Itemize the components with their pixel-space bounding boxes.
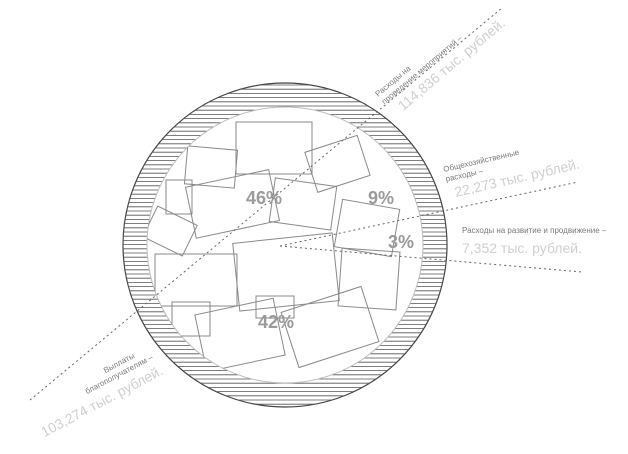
label-development: Расходы на развитие и продвижение – 7,35… (462, 226, 607, 256)
leader-line-events-payments (29, 7, 503, 401)
photo-frame (333, 198, 401, 258)
leader-lines (29, 7, 583, 401)
rim-hatching (123, 84, 447, 405)
percent-general: 9% (368, 188, 394, 208)
percent-payments: 42% (258, 312, 294, 332)
leader-line-development (279, 245, 583, 273)
label-development-line1: Расходы на развитие и продвижение – (462, 226, 607, 235)
photo-frame (268, 177, 338, 231)
photo-frame (147, 205, 198, 257)
label-development-value: 7,352 тыс. рублей. (462, 240, 582, 256)
percent-labels: 46% 9% 3% 42% (246, 188, 414, 332)
photo-frame (337, 247, 401, 311)
photo-frame (184, 169, 281, 239)
label-events-value: 114,836 тыс. рублей. (395, 15, 508, 114)
photo-frame (280, 285, 380, 369)
photo-frame (232, 232, 340, 312)
photo-frame (183, 145, 239, 189)
label-general: Общехозяйственные расходы – 22,273 тыс. … (442, 148, 581, 200)
leader-line-general (279, 181, 579, 247)
photo-frame (235, 121, 313, 175)
photo-frame (165, 179, 193, 215)
percent-events: 46% (246, 188, 282, 208)
photo-collage (147, 121, 401, 373)
photo-frame (255, 295, 295, 319)
photo-frame (194, 297, 286, 373)
photo-frame (304, 134, 371, 193)
label-payments: Выплаты благополучателям – 103,274 тыс. … (38, 351, 165, 440)
percent-development: 3% (388, 232, 414, 252)
photo-frame (171, 301, 211, 337)
label-events: Расходы на проведение мероприятий – 114,… (374, 15, 509, 114)
label-payments-value: 103,274 тыс. рублей. (38, 362, 165, 440)
